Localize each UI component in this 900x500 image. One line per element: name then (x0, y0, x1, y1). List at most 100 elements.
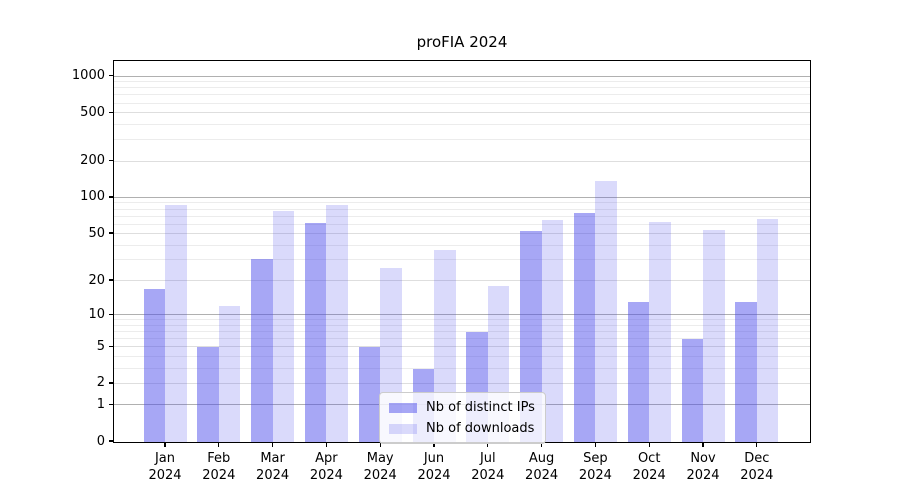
x-tick-year: 2024 (309, 468, 343, 483)
gridline-90 (114, 202, 810, 204)
y-tick-label-50: 50 (88, 225, 105, 241)
x-tick-mark-mar (271, 442, 274, 447)
x-tick-year: 2024 (525, 468, 559, 483)
x-tick-mark-may (379, 442, 381, 447)
x-tick-year: 2024 (363, 468, 397, 483)
bar-downloads-feb (218, 306, 241, 442)
bar-downloads-dec (756, 218, 779, 442)
x-tick-month: Nov (690, 451, 716, 466)
x-tick-label-aug: Aug 2024 (512, 450, 572, 484)
legend-label-distinct-ips: Nb of distinct IPs (426, 400, 535, 415)
bar-downloads-apr (326, 205, 348, 442)
bar-distinct-ips-feb (197, 347, 219, 442)
bar-downloads-sep (595, 180, 617, 442)
x-tick-month: May (366, 451, 394, 466)
gridline-60 (114, 223, 810, 225)
x-tick-month: Dec (744, 451, 770, 466)
bar-downloads-aug (541, 220, 564, 442)
x-tick-year: 2024 (202, 468, 236, 483)
gridline-800 (114, 87, 810, 89)
bar-distinct-ips-jan (143, 289, 165, 442)
y-tick-mark-1000 (109, 74, 114, 77)
x-tick-month: Mar (260, 451, 285, 466)
x-tick-month: Feb (207, 451, 231, 466)
y-tick-label-100: 100 (80, 189, 105, 205)
legend-item-downloads: Nb of downloads (389, 421, 535, 436)
y-tick-label-1000: 1000 (71, 68, 105, 84)
y-tick-label-2: 2 (96, 375, 105, 391)
x-tick-year: 2024 (471, 468, 505, 483)
x-tick-month: Oct (637, 451, 661, 466)
y-tick-mark-2 (109, 382, 114, 384)
bar-distinct-ips-aug (520, 231, 542, 442)
bar-distinct-ips-mar (251, 258, 273, 442)
x-tick-year: 2024 (256, 468, 290, 483)
x-tick-label-jan: Jan 2024 (135, 450, 195, 484)
gridline-300 (114, 139, 810, 141)
y-tick-mark-1 (109, 403, 114, 405)
y-tick-mark-50 (109, 232, 114, 234)
y-tick-label-20: 20 (88, 272, 105, 288)
plot-area: 0 1 2 5 10 20 50 100 200 500 1000 Jan 2024 Feb 2024 Mar… (72, 60, 811, 483)
x-tick-label-may: May 2024 (350, 450, 410, 484)
x-tick-mark-apr (325, 442, 328, 447)
x-tick-mark-sep (594, 442, 597, 447)
bar-downloads-nov (703, 230, 725, 442)
y-tick-label-5: 5 (96, 338, 105, 354)
x-tick-mark-aug (540, 442, 543, 447)
bar-distinct-ips-nov (681, 339, 703, 442)
x-tick-month: Sep (583, 451, 608, 466)
y-tick-mark-20 (109, 279, 114, 281)
x-tick-mark-feb (218, 442, 220, 447)
bar-downloads-jan (165, 204, 187, 442)
gridline-400 (114, 123, 810, 125)
y-tick-mark-5 (109, 345, 114, 347)
x-tick-label-feb: Feb 2024 (189, 450, 249, 484)
x-tick-month: Jul (479, 451, 496, 466)
x-tick-year: 2024 (686, 468, 720, 483)
x-tick-mark-nov (702, 442, 704, 447)
x-tick-label-jul: Jul 2024 (458, 450, 518, 484)
x-tick-label-sep: Sep 2024 (565, 450, 625, 484)
gridline-70 (114, 215, 810, 217)
x-tick-month: Aug (528, 451, 555, 466)
gridline-900 (114, 81, 810, 83)
x-tick-mark-oct (648, 442, 650, 447)
bar-distinct-ips-dec (735, 302, 757, 442)
chart-title: proFIA 2024 (416, 33, 508, 51)
x-tick-year: 2024 (578, 468, 612, 483)
y-tick-mark-200 (109, 159, 114, 162)
gridline-100 (114, 196, 810, 198)
legend: Nb of distinct IPs Nb of downloads (379, 392, 546, 444)
y-tick-label-0: 0 (96, 433, 105, 449)
y-tick-label-1: 1 (96, 396, 105, 412)
bar-downloads-mar (272, 210, 295, 442)
x-tick-mark-dec (756, 442, 758, 447)
x-tick-label-jun: Jun 2024 (404, 450, 464, 484)
y-tick-label-10: 10 (88, 306, 105, 322)
y-tick-mark-10 (109, 313, 114, 315)
bar-distinct-ips-oct (627, 302, 650, 442)
y-tick-label-200: 200 (80, 153, 105, 168)
x-tick-mark-jan (164, 442, 166, 447)
x-tick-year: 2024 (148, 468, 182, 483)
x-tick-label-mar: Mar 2024 (243, 450, 303, 484)
gridline-600 (114, 102, 810, 104)
y-tick-label-500: 500 (80, 104, 105, 120)
x-tick-label-apr: Apr 2024 (296, 450, 356, 484)
bar-distinct-ips-apr (304, 222, 327, 442)
gridline-500 (114, 112, 810, 114)
gridline-200 (114, 160, 810, 162)
gridline-80 (114, 208, 810, 210)
x-tick-year: 2024 (740, 468, 774, 483)
x-tick-label-dec: Dec 2024 (727, 450, 787, 484)
legend-swatch-distinct-ips (389, 402, 417, 413)
y-tick-mark-100 (109, 196, 114, 198)
x-tick-year: 2024 (632, 468, 666, 483)
x-tick-label-oct: Oct 2024 (619, 450, 679, 484)
x-tick-mark-jun (433, 442, 435, 447)
x-tick-label-nov: Nov 2024 (673, 450, 733, 484)
bar-distinct-ips-sep (573, 212, 596, 442)
gridline-1000 (114, 75, 810, 77)
x-tick-month: Jun (423, 451, 445, 466)
